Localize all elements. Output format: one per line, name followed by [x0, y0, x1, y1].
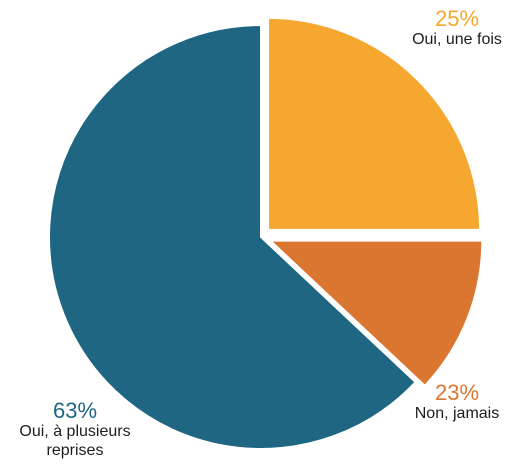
pie-slice-oui-plusieurs-reprises: [48, 23, 417, 450]
slice-percent-oui-plusieurs: 63%: [52, 398, 98, 423]
slice-name-oui-une-fois: Oui, une fois: [412, 31, 502, 49]
slice-name-non-jamais: Non, jamais: [414, 405, 500, 423]
pie-slice-oui-une-fois: [267, 16, 482, 231]
slice-percent-oui-une-fois: 25%: [434, 6, 480, 31]
slice-label-non-jamais: 23% Non, jamais: [402, 380, 512, 424]
slice-label-oui-une-fois: 25% Oui, une fois: [402, 6, 512, 50]
slice-percent-non-jamais: 23%: [434, 380, 480, 405]
slice-name-oui-plusieurs: Oui, à plusieurs reprises: [19, 423, 131, 459]
pie-slice-non-jamais: [267, 239, 484, 388]
slice-label-oui-plusieurs: 63% Oui, à plusieurs reprises: [0, 398, 150, 460]
